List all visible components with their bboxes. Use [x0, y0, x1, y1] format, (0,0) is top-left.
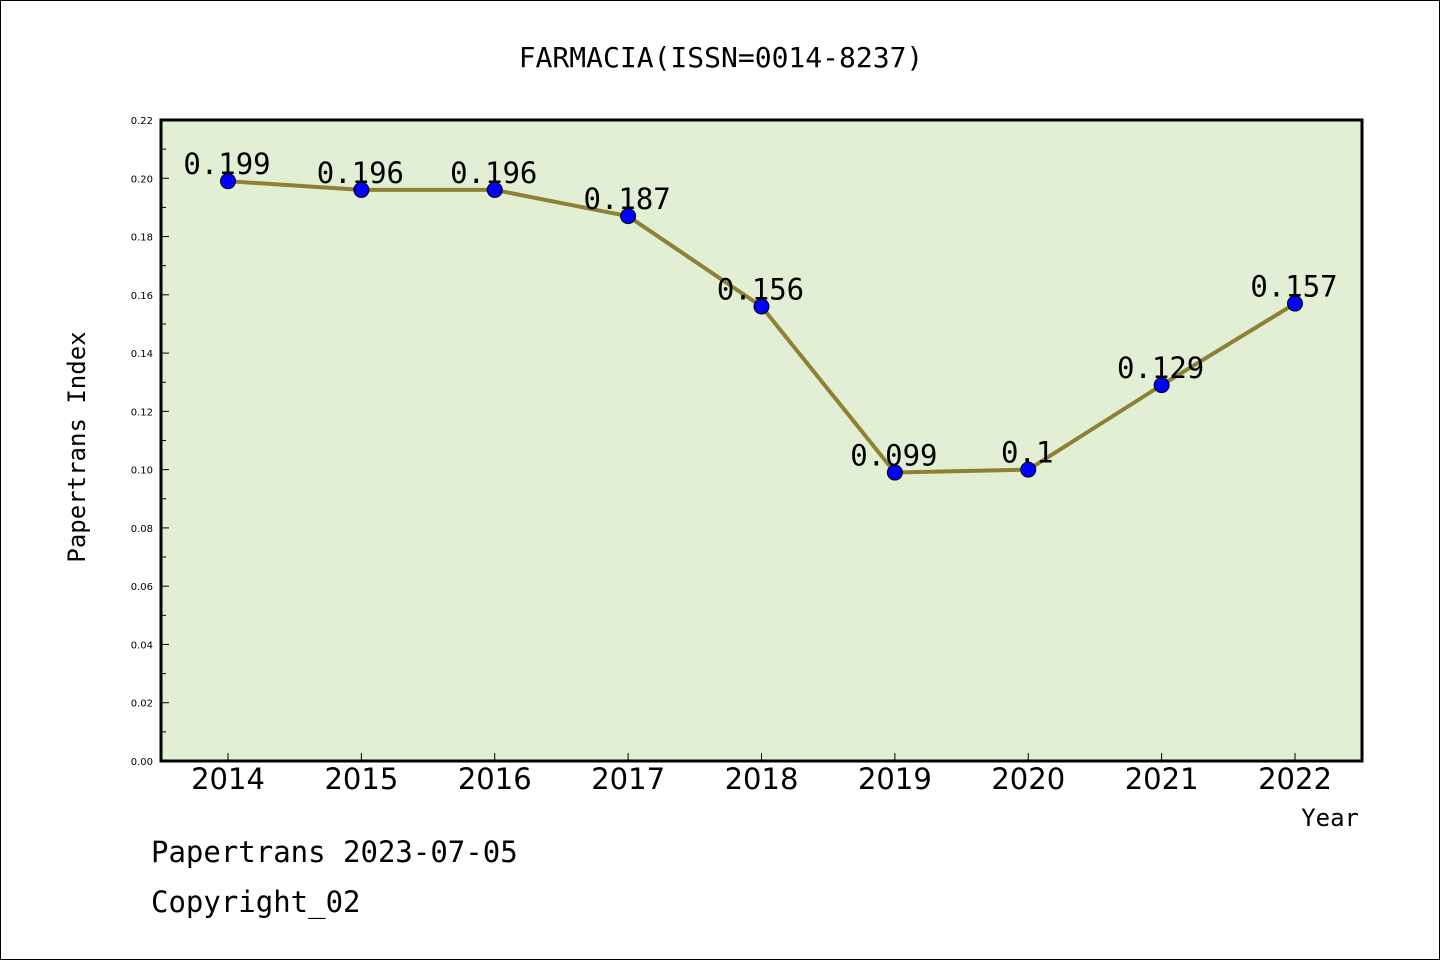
footer-copyright: Copyright_02 [151, 885, 361, 919]
data-label: 0.156 [717, 272, 804, 306]
data-point [486, 181, 503, 198]
y-tick-label: 0.20 [131, 174, 153, 185]
y-tick-label: 0.06 [131, 582, 153, 593]
y-tick-label: 0.22 [131, 116, 153, 127]
y-tick-label: 0.14 [131, 349, 153, 360]
y-tick-label: 0.08 [131, 524, 153, 535]
data-label: 0.199 [183, 147, 270, 181]
data-label: 0.187 [583, 182, 670, 216]
x-tick-label: 2021 [1125, 762, 1199, 796]
data-point [220, 173, 236, 190]
y-tick-label: 0.00 [131, 757, 153, 768]
data-label: 0.157 [1250, 270, 1337, 304]
y-tick-label: 0.10 [131, 466, 153, 477]
x-tick-label: 2015 [324, 762, 398, 796]
x-tick-label: 2022 [1258, 762, 1332, 796]
chart-title: FARMACIA(ISSN=0014-8237) [519, 41, 924, 74]
footer-date: Papertrans 2023-07-05 [151, 835, 518, 869]
data-label: 0.129 [1117, 351, 1204, 385]
y-tick-label: 0.04 [131, 640, 153, 651]
data-point [753, 298, 770, 315]
data-label: 0.1 [1001, 436, 1053, 470]
y-tick-label: 0.02 [131, 699, 153, 710]
x-axis-label: Year [1301, 804, 1359, 832]
data-point [353, 181, 370, 198]
x-tick-label: 2018 [725, 762, 799, 796]
data-label: 0.196 [317, 156, 404, 190]
plot-area [159, 118, 1364, 763]
y-tick-label: 0.18 [131, 233, 153, 244]
y-axis: 0.00 0.02 0.04 0.06 0.08 0.10 0.12 0.14 0.16 0.18… [131, 116, 169, 768]
x-tick-label: 2020 [991, 762, 1065, 796]
y-axis-label: Papertrans Index [63, 331, 91, 562]
x-tick-label: 2017 [591, 762, 665, 796]
x-tick-label: 2016 [458, 762, 532, 796]
data-label: 0.099 [850, 439, 937, 473]
y-tick-label: 0.16 [131, 291, 153, 302]
y-tick-label: 0.12 [131, 407, 153, 418]
x-axis: 2014 2015 2016 2017 2018 2019 2020 2021 2022 [191, 753, 1332, 796]
x-tick-label: 2019 [858, 762, 932, 796]
data-point [620, 208, 637, 225]
data-point [1020, 461, 1037, 478]
data-point [886, 464, 903, 481]
data-point [1287, 295, 1303, 312]
data-point [1153, 377, 1170, 394]
data-label: 0.196 [450, 156, 537, 190]
x-tick-label: 2014 [191, 762, 265, 796]
series-line-group: 0.199 0.196 0.196 0.187 0.156 0.099 0.1 0.129 0.… [183, 147, 1338, 481]
